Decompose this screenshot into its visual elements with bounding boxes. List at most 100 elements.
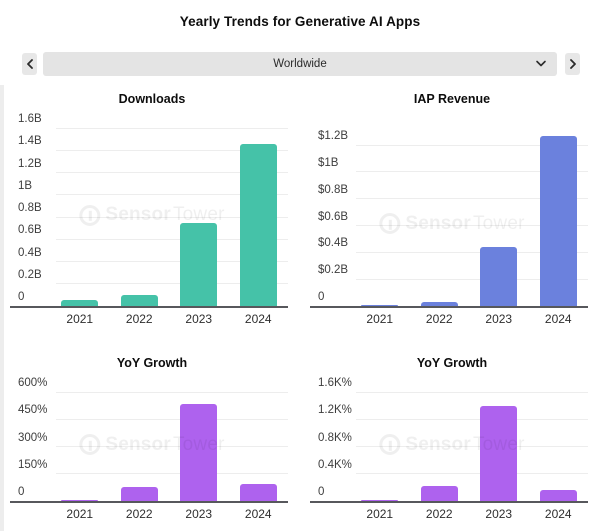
chart-title: YoY Growth — [116, 356, 188, 370]
chevron-left-icon — [26, 59, 34, 69]
sensor-tower-logo-icon — [379, 434, 401, 455]
gridline — [56, 238, 288, 240]
y-tick-label: 0 — [318, 291, 325, 303]
x-tick-label: 2024 — [244, 507, 272, 521]
bar-2024 — [239, 143, 277, 306]
chart-title: Downloads — [118, 92, 186, 106]
bar-2024 — [539, 490, 577, 501]
gridline — [56, 149, 288, 151]
gridline — [356, 418, 588, 420]
y-tick-label: 0.4K% — [318, 458, 352, 471]
yoy-growth-downloads-chart: YoY Growth 600% 450% 300% 150% 0 2021 2022 2023 2… — [10, 352, 294, 531]
chevron-down-icon — [535, 59, 547, 68]
region-dropdown[interactable]: Worldwide — [43, 52, 557, 76]
x-tick-label: 2024 — [244, 312, 272, 326]
bar-2024 — [239, 483, 277, 501]
y-tick-label: 0.4B — [18, 246, 42, 259]
gridline — [56, 418, 288, 420]
y-tick-label: $0.4B — [318, 237, 349, 250]
gridline — [56, 127, 288, 129]
gridline — [356, 225, 588, 226]
y-tick-label: 0 — [318, 486, 325, 498]
x-tick-label: 2022 — [125, 312, 153, 326]
sensor-tower-logo-icon — [79, 204, 101, 226]
gridline — [56, 261, 288, 262]
y-tick-label: 1.4B — [18, 135, 42, 148]
y-tick-label: 1.6B — [18, 113, 42, 125]
y-tick-label: 0.8K% — [318, 431, 352, 444]
x-tick-label: 2021 — [366, 507, 394, 521]
bar-2022 — [120, 294, 158, 306]
y-tick-label: 1.2B — [18, 157, 42, 170]
gridline — [56, 283, 288, 285]
x-axis-line — [310, 501, 588, 503]
yoy-growth-revenue-chart: YoY Growth 1.6K% 1.2K% 0.8K% 0.4K% 0 2021 2022 2… — [310, 352, 594, 531]
gridline — [356, 198, 588, 200]
chevron-right-icon — [569, 59, 577, 69]
gridline — [56, 172, 288, 173]
x-axis-line — [310, 306, 588, 308]
x-tick-label: 2023 — [185, 312, 213, 326]
watermark-brand-bold: Sensor — [105, 204, 171, 225]
x-tick-label: 2022 — [425, 312, 453, 326]
y-tick-label: 1.6K% — [318, 377, 352, 389]
watermark-brand-bold: Sensor — [405, 212, 471, 234]
y-tick-label: 150% — [18, 458, 48, 471]
region-dropdown-value: Worldwide — [273, 58, 327, 70]
gridline — [56, 473, 288, 475]
bar-2022 — [120, 487, 158, 501]
y-tick-label: $0.8B — [318, 183, 349, 196]
bar-2021 — [61, 499, 99, 501]
next-region-button[interactable] — [565, 53, 580, 75]
y-tick-label: 0.8B — [18, 202, 42, 214]
bar-2021 — [361, 304, 399, 306]
gridline — [356, 278, 588, 280]
x-tick-label: 2021 — [66, 312, 94, 326]
y-tick-label: 0 — [18, 291, 25, 303]
gridline — [356, 391, 588, 393]
x-tick-label: 2024 — [544, 507, 572, 521]
bar-2023 — [180, 403, 218, 501]
bar-2023 — [480, 246, 518, 306]
bar-2022 — [420, 486, 458, 501]
page-title: Yearly Trends for Generative AI Apps — [179, 14, 421, 29]
y-tick-label: 0.2B — [18, 268, 42, 281]
x-tick-label: 2023 — [485, 312, 513, 326]
sensor-tower-logo-icon — [379, 213, 401, 234]
x-tick-label: 2024 — [544, 312, 572, 326]
watermark-brand-bold: Sensor — [105, 433, 171, 455]
y-tick-label: $0.6B — [318, 210, 349, 223]
gridline — [356, 446, 588, 447]
chart-title: IAP Revenue — [413, 92, 491, 106]
gridline — [56, 194, 288, 196]
y-tick-label: 0.6B — [18, 224, 42, 237]
bar-2023 — [180, 222, 218, 306]
x-tick-label: 2023 — [185, 507, 213, 521]
bar-2021 — [361, 499, 399, 501]
y-tick-label: 0 — [18, 486, 25, 498]
prev-region-button[interactable] — [22, 53, 37, 75]
gridline — [356, 144, 588, 146]
carousel-left-peek — [0, 85, 4, 531]
bar-2024 — [539, 135, 577, 306]
gridline — [356, 251, 588, 253]
y-tick-label: $1.2B — [318, 130, 349, 142]
y-tick-label: $0.2B — [318, 264, 349, 277]
watermark-brand-bold: Sensor — [405, 433, 471, 455]
x-tick-label: 2021 — [366, 312, 394, 326]
x-tick-label: 2023 — [485, 507, 513, 521]
gridline — [56, 446, 288, 447]
y-tick-label: 300% — [18, 431, 48, 444]
watermark-brand-light: Tower — [472, 212, 525, 234]
bar-2023 — [480, 405, 518, 501]
x-tick-label: 2022 — [125, 507, 153, 521]
x-tick-label: 2022 — [425, 507, 453, 521]
bar-2021 — [61, 300, 99, 306]
bar-2022 — [420, 301, 458, 306]
gridline — [56, 391, 288, 393]
iap-revenue-chart: IAP Revenue $1.2B $1B $0.8B $0.6B $0.4B $0.2B 0… — [310, 88, 594, 328]
y-tick-label: 1.2K% — [318, 404, 352, 417]
x-axis-line — [10, 501, 288, 503]
